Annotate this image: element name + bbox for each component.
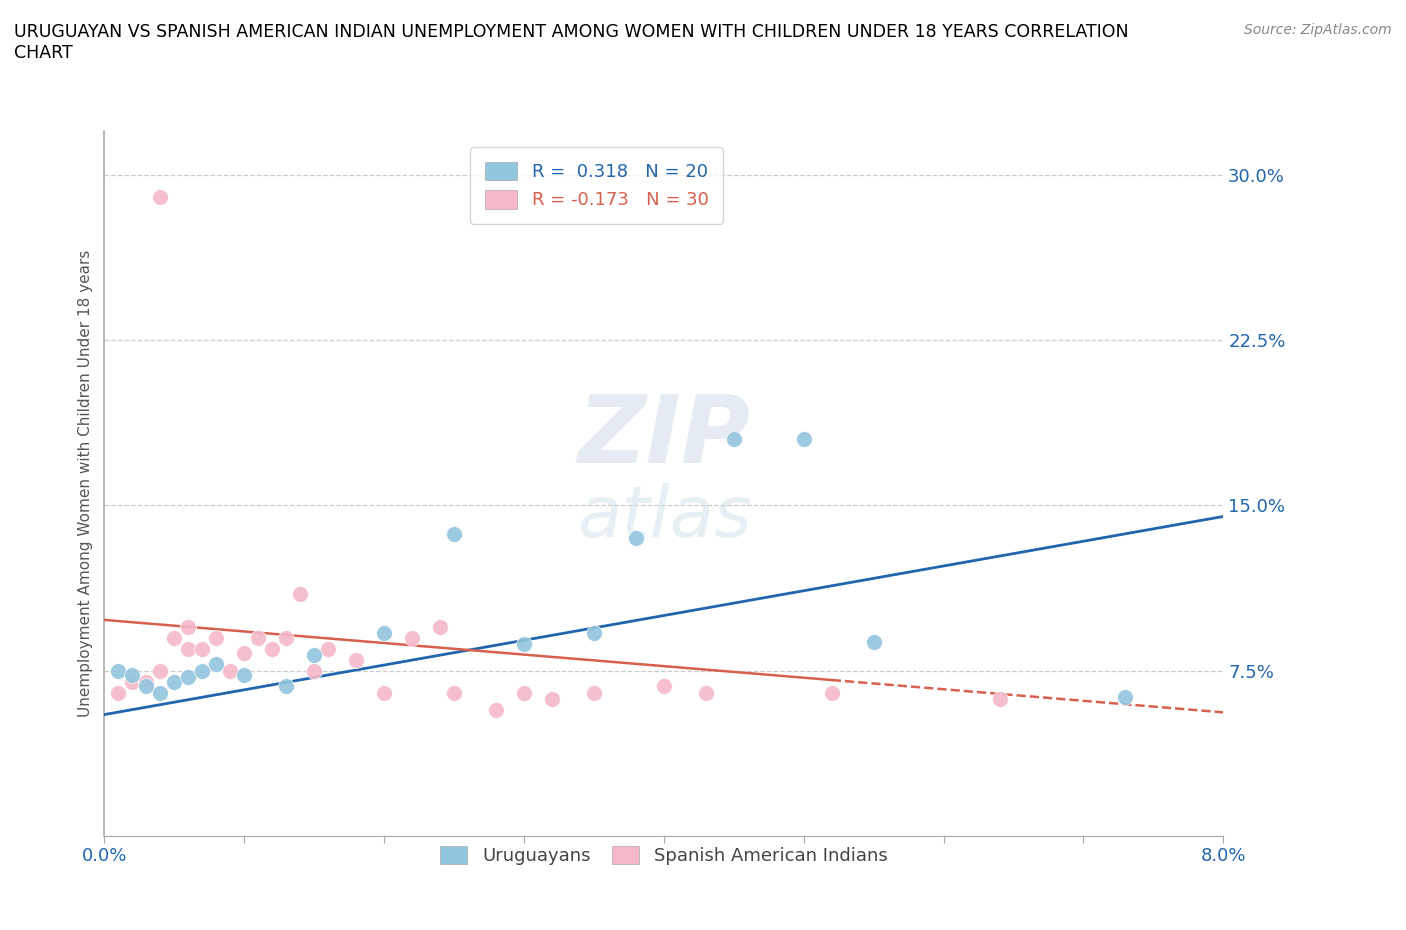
Point [177, 670, 200, 684]
Point [121, 668, 143, 683]
Text: URUGUAYAN VS SPANISH AMERICAN INDIAN UNEMPLOYMENT AMONG WOMEN WITH CHILDREN UNDE: URUGUAYAN VS SPANISH AMERICAN INDIAN UNE… [14, 23, 1129, 62]
Point [262, 641, 284, 656]
Point [316, 641, 339, 656]
Point [163, 631, 186, 645]
Point [723, 432, 745, 446]
Point [582, 626, 605, 641]
Point [177, 619, 200, 634]
Point [793, 432, 815, 446]
Point [219, 663, 242, 678]
Point [513, 685, 536, 700]
Point [191, 663, 214, 678]
Point [373, 626, 395, 641]
Point [988, 692, 1011, 707]
Point [401, 631, 423, 645]
Legend: Uruguayans, Spanish American Indians: Uruguayans, Spanish American Indians [433, 839, 894, 872]
Point [373, 685, 395, 700]
Point [205, 631, 228, 645]
Point [233, 645, 256, 660]
Point [541, 692, 564, 707]
Point [205, 657, 228, 671]
Point [582, 685, 605, 700]
Point [107, 663, 129, 678]
Point [135, 674, 157, 689]
Point [247, 631, 270, 645]
Point [821, 685, 844, 700]
Point [149, 685, 172, 700]
Point [290, 586, 312, 601]
Point [443, 685, 465, 700]
Point [233, 668, 256, 683]
Point [276, 679, 298, 694]
Point [191, 641, 214, 656]
Point [121, 674, 143, 689]
Point [344, 652, 367, 667]
Point [149, 663, 172, 678]
Point [513, 637, 536, 652]
Point [652, 679, 675, 694]
Point [1114, 689, 1136, 704]
Text: Source: ZipAtlas.com: Source: ZipAtlas.com [1244, 23, 1392, 37]
Point [276, 631, 298, 645]
Point [149, 190, 172, 205]
Point [695, 685, 717, 700]
Point [302, 663, 325, 678]
Point [302, 647, 325, 662]
Point [624, 531, 647, 546]
Y-axis label: Unemployment Among Women with Children Under 18 years: Unemployment Among Women with Children U… [79, 250, 93, 717]
Point [107, 685, 129, 700]
Point [443, 526, 465, 541]
Point [862, 634, 884, 649]
Point [485, 703, 508, 718]
Point [163, 674, 186, 689]
Text: atlas: atlas [576, 484, 751, 552]
Point [177, 641, 200, 656]
Point [135, 679, 157, 694]
Point [429, 619, 451, 634]
Text: ZIP: ZIP [578, 392, 751, 484]
